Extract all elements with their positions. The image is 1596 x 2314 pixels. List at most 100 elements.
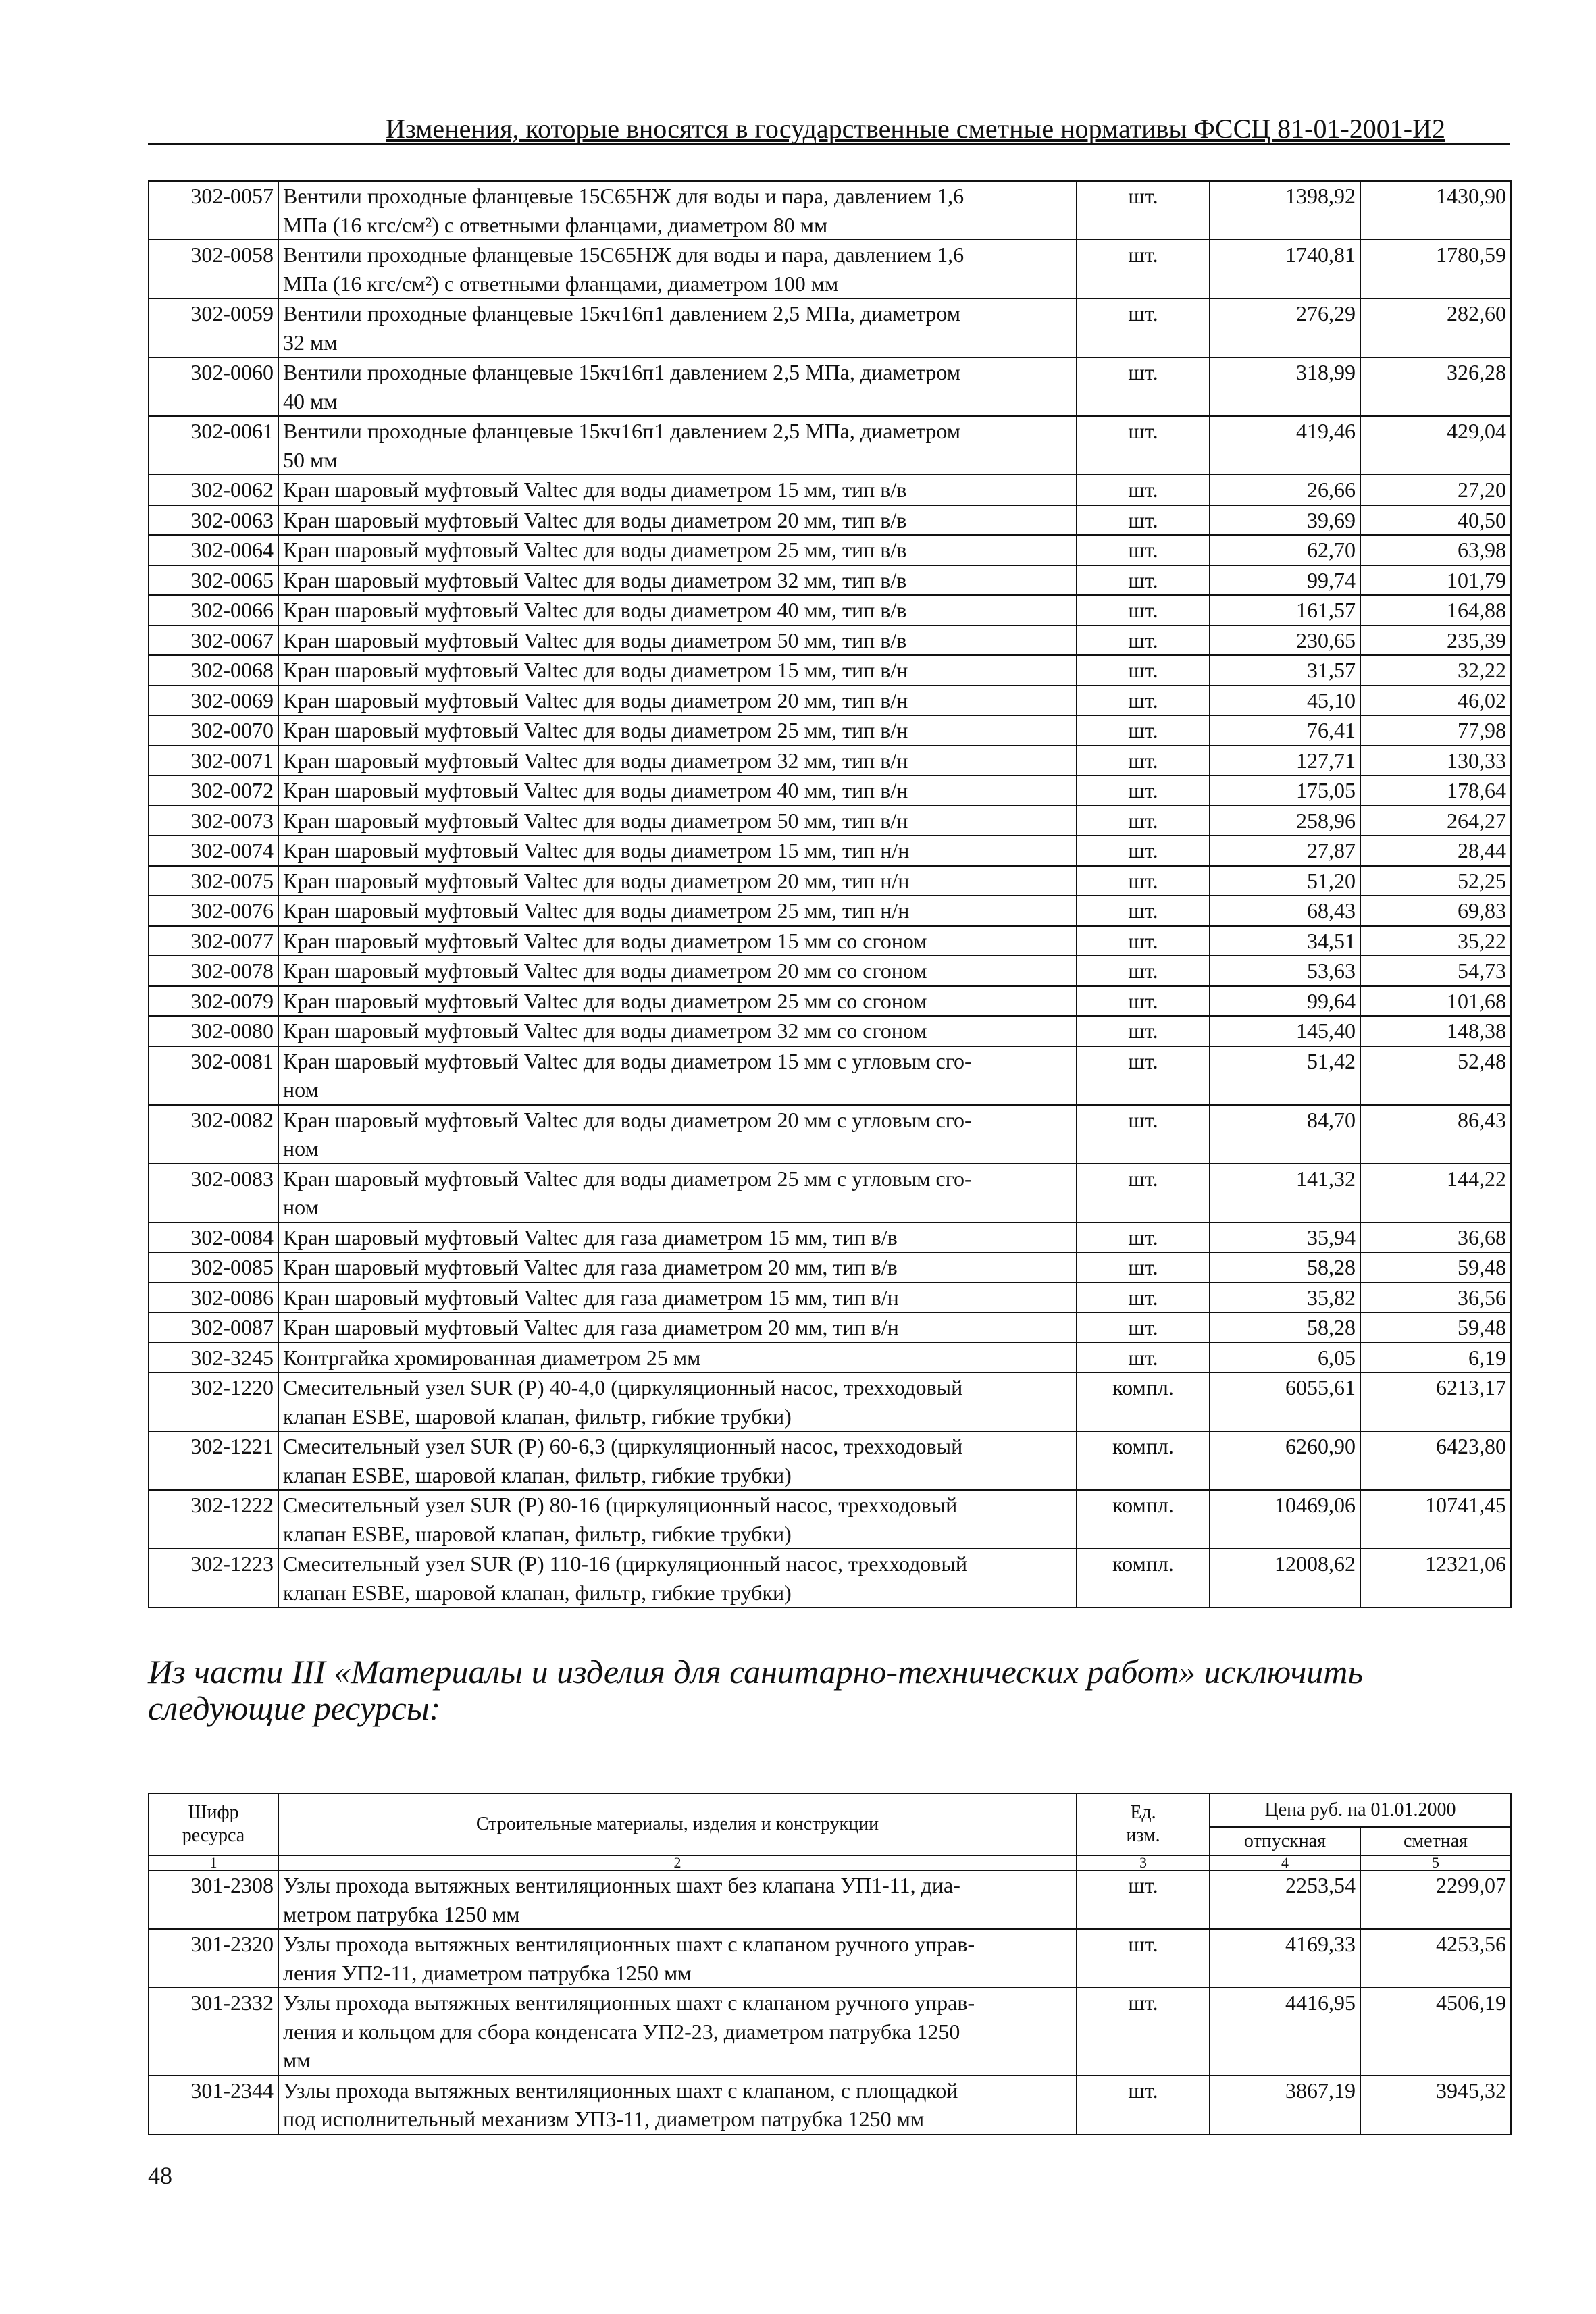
table-row: 301-2344 Узлы прохода вытяжных вентиляцио… [148,2074,1512,2135]
resource-code: 302-0078 [148,955,279,987]
estimate-price: 6213,17 [1360,1372,1512,1432]
resource-name: Смесительный узел SUR (P) 110-16 (циркул… [278,1548,1077,1608]
table-row: 302-0059 Вентили проходные фланцевые 15кч… [148,298,1512,358]
resource-code: 302-0083 [148,1162,279,1223]
unit: шт. [1076,684,1210,716]
table-row: 302-0064 Кран шаровый муфтовый Valtec для… [148,534,1512,566]
estimate-price: 1430,90 [1360,180,1512,240]
resource-code: 302-0057 [148,180,279,240]
resource-name: Кран шаровый муфтовый Valtec для воды ди… [278,1104,1077,1164]
resource-code: 302-0081 [148,1045,279,1106]
resource-name: Смесительный узел SUR (P) 80-16 (циркуля… [278,1489,1077,1549]
unit: шт. [1076,804,1210,836]
unit: шт. [1076,955,1210,987]
estimate-price: 40,50 [1360,504,1512,536]
table-row: 302-0073 Кран шаровый муфтовый Valtec для… [148,804,1512,836]
release-price: 145,40 [1209,1015,1361,1047]
resource-name: Смесительный узел SUR (P) 60-6,3 (циркул… [278,1431,1077,1491]
resources-table-excluded: Шифр ресурса Строительные материалы, изд… [148,1793,1512,2135]
unit: шт. [1076,1045,1210,1106]
estimate-price: 52,25 [1360,865,1512,896]
unit: компл. [1076,1548,1210,1608]
release-price: 258,96 [1209,804,1361,836]
estimate-price: 63,98 [1360,534,1512,566]
resource-code: 302-0063 [148,504,279,536]
resource-code: 301-2308 [148,1870,279,1930]
resource-name: Вентили проходные фланцевые 15С65НЖ для … [278,239,1077,299]
resource-name: Кран шаровый муфтовый Valtec для газа ди… [278,1312,1077,1343]
table-row: 302-0065 Кран шаровый муфтовый Valtec для… [148,564,1512,596]
header-name: Строительные материалы, изделия и констр… [278,1793,1077,1856]
estimate-price: 429,04 [1360,415,1512,475]
release-price: 10469,06 [1209,1489,1361,1549]
resource-name: Кран шаровый муфтовый Valtec для воды ди… [278,895,1077,927]
resource-name: Кран шаровый муфтовый Valtec для воды ди… [278,804,1077,836]
resource-code: 302-0068 [148,654,279,686]
estimate-price: 32,22 [1360,654,1512,686]
release-price: 230,65 [1209,624,1361,656]
header-estimate-price: сметная [1359,1826,1512,1856]
header-release-price: отпускная [1209,1826,1361,1856]
resource-name: Кран шаровый муфтовый Valtec для газа ди… [278,1281,1077,1313]
resource-name: Кран шаровый муфтовый Valtec для газа ди… [278,1221,1077,1253]
estimate-price: 144,22 [1360,1162,1512,1223]
table-row: 302-0067 Кран шаровый муфтовый Valtec для… [148,624,1512,656]
table-row: 302-1222 Смесительный узел SUR (P) 80-16 … [148,1489,1512,1549]
column-index: 4 [1209,1855,1361,1871]
resource-name: Вентили проходные фланцевые 15С65НЖ для … [278,180,1077,240]
resource-name: Вентили проходные фланцевые 15кч16п1 дав… [278,298,1077,358]
table-row: 302-1220 Смесительный узел SUR (P) 40-4,0… [148,1372,1512,1432]
running-header: Изменения, которые вносятся в государств… [148,115,1510,145]
table-row: 302-0070 Кран шаровый муфтовый Valtec для… [148,715,1512,746]
release-price: 419,46 [1209,415,1361,475]
table-row: 302-0087 Кран шаровый муфтовый Valtec для… [148,1312,1512,1343]
release-price: 84,70 [1209,1104,1361,1164]
release-price: 27,87 [1209,835,1361,867]
estimate-price: 59,48 [1360,1252,1512,1283]
table-row: 301-2320 Узлы прохода вытяжных вентиляцио… [148,1928,1512,1988]
unit: шт. [1076,1281,1210,1313]
release-price: 99,64 [1209,985,1361,1017]
resource-name: Контргайка хромированная диаметром 25 мм [278,1341,1077,1373]
header-unit: Ед. изм. [1076,1793,1210,1856]
table-row: 302-0072 Кран шаровый муфтовый Valtec для… [148,775,1512,806]
unit: шт. [1076,624,1210,656]
estimate-price: 35,22 [1360,925,1512,956]
column-index: 3 [1076,1855,1210,1871]
table-row: 302-0086 Кран шаровый муфтовый Valtec для… [148,1281,1512,1313]
release-price: 76,41 [1209,715,1361,746]
table-row: 302-0062 Кран шаровый муфтовый Valtec для… [148,474,1512,506]
estimate-price: 326,28 [1360,357,1512,417]
resource-name: Кран шаровый муфтовый Valtec для воды ди… [278,564,1077,596]
table-row: 302-0082 Кран шаровый муфтовый Valtec для… [148,1104,1512,1164]
header-price: Цена руб. на 01.01.2000 [1208,1793,1512,1828]
resource-name: Узлы прохода вытяжных вентиляционных шах… [278,1928,1077,1988]
resource-code: 302-0080 [148,1015,279,1047]
table-row: 302-0074 Кран шаровый муфтовый Valtec для… [148,835,1512,867]
estimate-price: 130,33 [1360,744,1512,776]
header-title: Изменения, которые вносятся в государств… [386,113,1446,144]
release-price: 99,74 [1209,564,1361,596]
estimate-price: 10741,45 [1360,1489,1512,1549]
estimate-price: 264,27 [1360,804,1512,836]
table-row: 302-0058 Вентили проходные фланцевые 15С6… [148,239,1512,299]
table-row: 302-0069 Кран шаровый муфтовый Valtec для… [148,684,1512,716]
unit: шт. [1076,1104,1210,1164]
resource-name: Кран шаровый муфтовый Valtec для воды ди… [278,775,1077,806]
estimate-price: 54,73 [1360,955,1512,987]
estimate-price: 36,68 [1360,1221,1512,1253]
resource-code: 302-1223 [148,1548,279,1608]
table-row: 301-2332 Узлы прохода вытяжных вентиляцио… [148,1987,1512,2076]
resource-code: 302-0060 [148,357,279,417]
release-price: 58,28 [1209,1252,1361,1283]
unit: шт. [1076,534,1210,566]
estimate-price: 282,60 [1360,298,1512,358]
estimate-price: 28,44 [1360,835,1512,867]
estimate-price: 101,79 [1360,564,1512,596]
resource-name: Узлы прохода вытяжных вентиляционных шах… [278,2074,1077,2135]
release-price: 141,32 [1209,1162,1361,1223]
release-price: 31,57 [1209,654,1361,686]
estimate-price: 6423,80 [1360,1431,1512,1491]
resource-code: 302-0085 [148,1252,279,1283]
release-price: 26,66 [1209,474,1361,506]
